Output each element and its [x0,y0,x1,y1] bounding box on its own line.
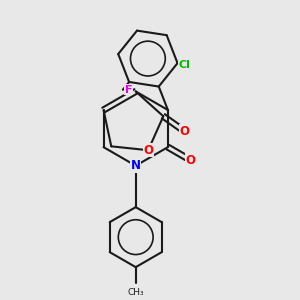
Text: N: N [131,159,141,172]
Text: Cl: Cl [178,60,190,70]
Text: F: F [125,85,132,95]
Text: O: O [143,144,153,157]
Text: CH₃: CH₃ [128,288,144,297]
Text: O: O [185,154,195,166]
Text: O: O [179,124,189,138]
